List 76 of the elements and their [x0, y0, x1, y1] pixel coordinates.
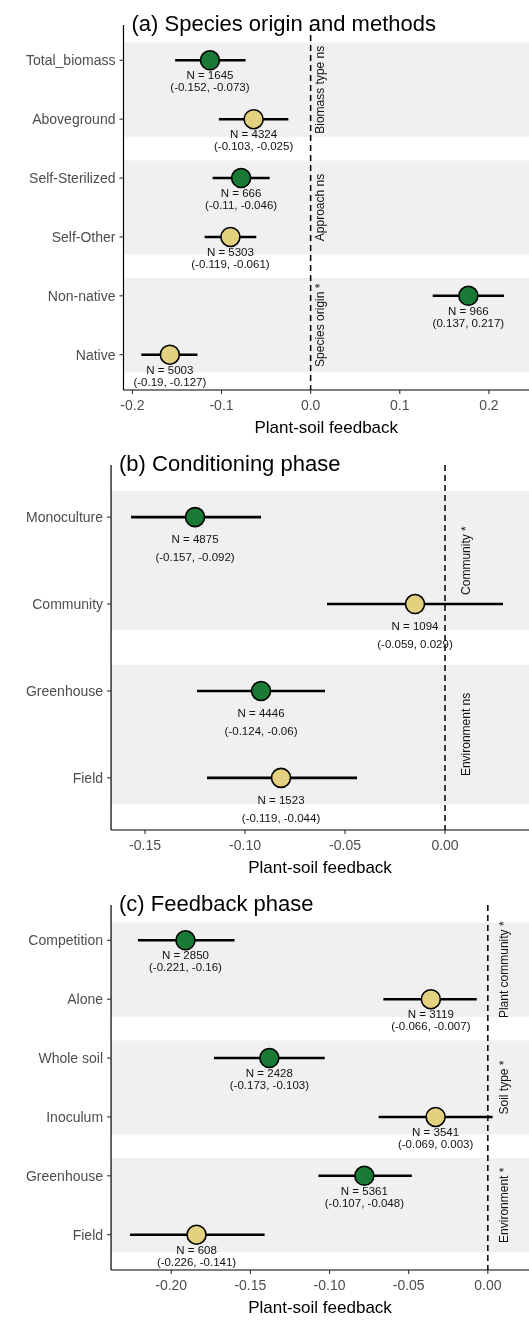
point	[259, 1047, 280, 1069]
data-label: N = 608 (-0.226, -0.141)	[156, 1243, 237, 1268]
x-tick-label: -0.10	[229, 837, 262, 853]
y-tick-label: Whole soil	[38, 1050, 104, 1067]
data-label: N = 2850 (-0.221, -0.16)	[149, 949, 223, 974]
y-tick-label: Aboveground	[32, 111, 116, 128]
point	[270, 767, 292, 789]
point	[425, 1106, 446, 1128]
y-tick-label: Community	[32, 596, 104, 613]
band-label: Species origin *	[313, 283, 328, 367]
x-tick-label: -0.20	[155, 1277, 188, 1293]
chart-title: (a) Species origin and methods	[131, 11, 436, 36]
x-axis-title: Plant-soil feedback	[254, 418, 399, 437]
y-tick-label: Greenhouse	[25, 1167, 104, 1184]
band-label: Environment *	[497, 1167, 512, 1243]
chart-title: (b) Conditioning phase	[119, 451, 341, 476]
y-tick-label: Competition	[28, 932, 104, 949]
data-label: N = 1523 (-0.119, -0.044)	[241, 794, 321, 824]
band-label: Plant community *	[497, 921, 512, 1019]
x-tick-label: 0.2	[479, 397, 499, 413]
band-label: Biomass type ns	[313, 45, 328, 134]
data-label: N = 5003 (-0.19, -0.127)	[133, 363, 207, 388]
band-label: Approach ns	[313, 173, 328, 242]
band-label: Community *	[459, 525, 474, 595]
y-tick-label: Greenhouse	[25, 682, 104, 699]
x-axis-title: Plant-soil feedback	[248, 858, 393, 877]
point	[175, 930, 196, 951]
point	[186, 1224, 207, 1245]
point	[220, 226, 241, 248]
x-tick-label: -0.15	[234, 1277, 267, 1293]
y-tick-label: Monoculture	[26, 509, 104, 526]
y-tick-label: Self-Other	[51, 228, 116, 245]
data-label: N = 4875 (-0.157, -0.092)	[155, 533, 235, 564]
y-tick-label: Native	[75, 346, 116, 363]
point	[199, 50, 221, 71]
x-tick-label: 0.00	[431, 837, 459, 853]
data-label: N = 4324 (-0.103, -0.025)	[213, 128, 294, 153]
data-label: N = 3119 (-0.066, -0.007)	[391, 1008, 471, 1033]
x-axis-title: Plant-soil feedback	[248, 1298, 393, 1317]
data-label: N = 5303 (-0.119, -0.061)	[191, 245, 270, 271]
x-tick-label: -0.15	[129, 837, 162, 853]
band-label: Environment ns	[459, 692, 474, 777]
data-label: N = 4446 (-0.124, -0.06)	[224, 707, 298, 737]
y-tick-label: Total_biomass	[25, 52, 116, 69]
point	[250, 680, 272, 702]
chart-title: (c) Feedback phase	[119, 891, 314, 916]
y-tick-label: Field	[72, 1226, 104, 1243]
x-tick-label: -0.10	[313, 1277, 346, 1293]
y-tick-label: Non-native	[47, 287, 116, 304]
data-label: N = 1645 (-0.152, -0.073)	[170, 69, 250, 94]
y-tick-label: Alone	[67, 991, 104, 1008]
data-label: N = 3541 (-0.069, 0.003)	[397, 1125, 474, 1151]
point	[184, 506, 206, 528]
point	[354, 1165, 375, 1187]
x-tick-label: -0.1	[209, 397, 234, 413]
data-label: N = 1094 (-0.059, 0.029)	[377, 620, 453, 651]
data-label: N = 5361 (-0.107, -0.048)	[324, 1184, 405, 1209]
point	[458, 285, 479, 307]
point	[243, 108, 264, 130]
point	[230, 167, 252, 189]
x-tick-label: 0.0	[300, 397, 321, 413]
point	[404, 593, 426, 615]
x-tick-label: 0.1	[390, 397, 410, 413]
x-tick-label: -0.05	[329, 837, 362, 853]
data-label: N = 2428 (-0.173, -0.103)	[229, 1067, 310, 1092]
y-tick-label: Inoculum	[46, 1108, 104, 1125]
x-tick-label: 0.00	[474, 1277, 502, 1293]
data-label: N = 666 (-0.11, -0.046)	[205, 187, 278, 212]
y-tick-label: Field	[72, 769, 104, 786]
x-tick-label: -0.05	[392, 1277, 425, 1293]
band-label: Soil type *	[497, 1060, 512, 1115]
data-label: N = 966 (0.137, 0.217)	[432, 304, 505, 329]
y-tick-label: Self-Sterilized	[29, 170, 116, 187]
point	[159, 344, 181, 365]
x-tick-label: -0.2	[120, 397, 145, 413]
point	[420, 988, 442, 1010]
